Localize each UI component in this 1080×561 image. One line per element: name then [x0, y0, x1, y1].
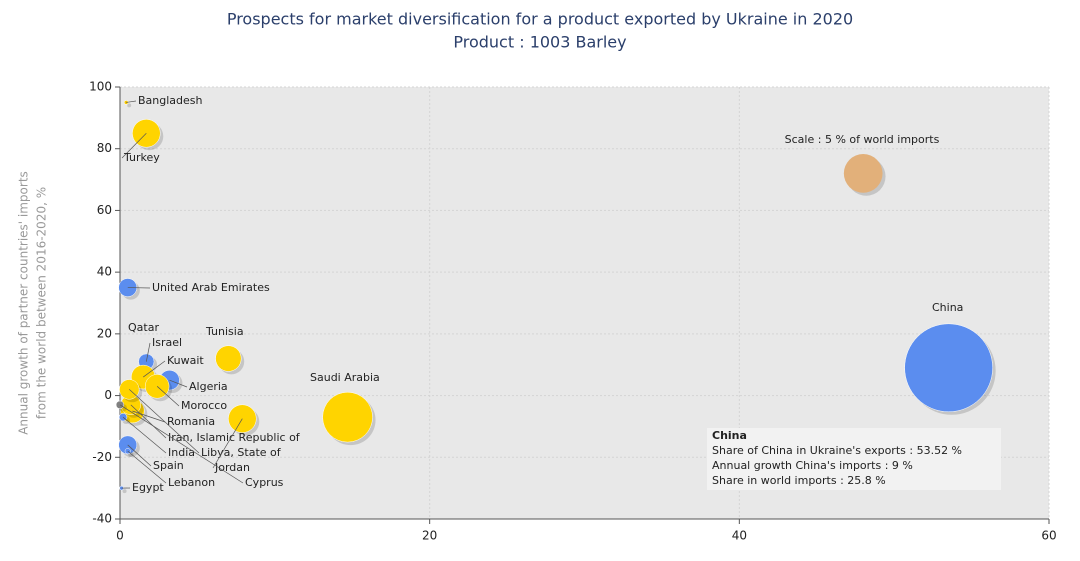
- bubble-label: Egypt: [132, 481, 164, 494]
- leader-line: [145, 342, 151, 362]
- y-axis-title: from the world between 2016-2020, %: [35, 187, 49, 419]
- y-tick-label: 100: [89, 80, 112, 94]
- bubble-label: Romania: [167, 415, 215, 428]
- y-tick-label: 0: [104, 388, 112, 402]
- bubble-label: Morocco: [181, 399, 227, 412]
- chart-subtitle: Product : 1003 Barley: [453, 33, 626, 52]
- leader-line: [127, 444, 152, 467]
- tooltip-line: Annual growth China's imports : 9 %: [712, 459, 913, 472]
- y-tick-label: 40: [97, 265, 112, 279]
- bubble-label: Israel: [152, 336, 182, 349]
- bubble-label: United Arab Emirates: [152, 281, 270, 294]
- tooltip-title: China: [712, 429, 747, 442]
- y-tick-label: 20: [97, 326, 112, 340]
- bubble-label: Lebanon: [168, 476, 215, 489]
- bubble-label: Bangladesh: [138, 94, 203, 107]
- bubble: [119, 379, 140, 400]
- bubble: [904, 323, 993, 413]
- bubble-label: Jordan: [214, 461, 250, 474]
- bubble-label: China: [932, 301, 963, 314]
- y-tick-label: -40: [92, 512, 112, 526]
- leader-line: [143, 360, 166, 378]
- leader-line: [156, 386, 180, 407]
- leader-line: [132, 410, 166, 423]
- tooltip-box: [707, 428, 1001, 490]
- leader-line: [126, 100, 137, 103]
- x-tick-label: 20: [422, 529, 437, 543]
- y-axis-title: Annual growth of partner countries' impo…: [17, 171, 31, 435]
- x-tick-label: 60: [1041, 529, 1056, 543]
- scale-label: Scale : 5 % of world imports: [785, 133, 940, 146]
- x-tick-label: 40: [732, 529, 747, 543]
- bubble-shadow: [122, 489, 127, 494]
- leader-line: [169, 379, 188, 388]
- leader-line: [212, 418, 243, 469]
- bubble-label: India: [168, 446, 195, 459]
- y-tick-label: -20: [92, 450, 112, 464]
- x-tick-label: 0: [116, 529, 124, 543]
- bubble-label: Turkey: [123, 151, 160, 164]
- chart-title: Prospects for market diversification for…: [227, 10, 853, 29]
- tooltip-line: Share in world imports : 25.8 %: [712, 474, 886, 487]
- bubble-label: Qatar: [128, 321, 159, 334]
- bubble-label: Kuwait: [167, 354, 204, 367]
- bubble-shadow: [127, 103, 132, 108]
- bubble-label: Iran, Islamic Republic of: [168, 431, 301, 444]
- y-tick-label: 60: [97, 203, 112, 217]
- leader-line: [122, 416, 167, 454]
- leader-line: [130, 404, 167, 439]
- bubble-label: Cyprus: [245, 476, 284, 489]
- leader-line: [129, 389, 200, 454]
- bubble-label: Tunisia: [205, 325, 244, 338]
- bubble-label: Algeria: [189, 380, 228, 393]
- leader-line: [127, 450, 167, 484]
- bubble: [322, 391, 373, 443]
- leader-line: [121, 133, 147, 159]
- leader-line: [119, 404, 244, 484]
- scale-bubble: [843, 154, 883, 193]
- bubble-label: Libya, State of: [201, 446, 282, 459]
- y-tick-label: 80: [97, 141, 112, 155]
- bubble-label: Spain: [153, 459, 184, 472]
- bubble: [215, 345, 242, 372]
- tooltip-line: Share of China in Ukraine's exports : 53…: [712, 444, 962, 457]
- bubble-label: Saudi Arabia: [310, 371, 380, 384]
